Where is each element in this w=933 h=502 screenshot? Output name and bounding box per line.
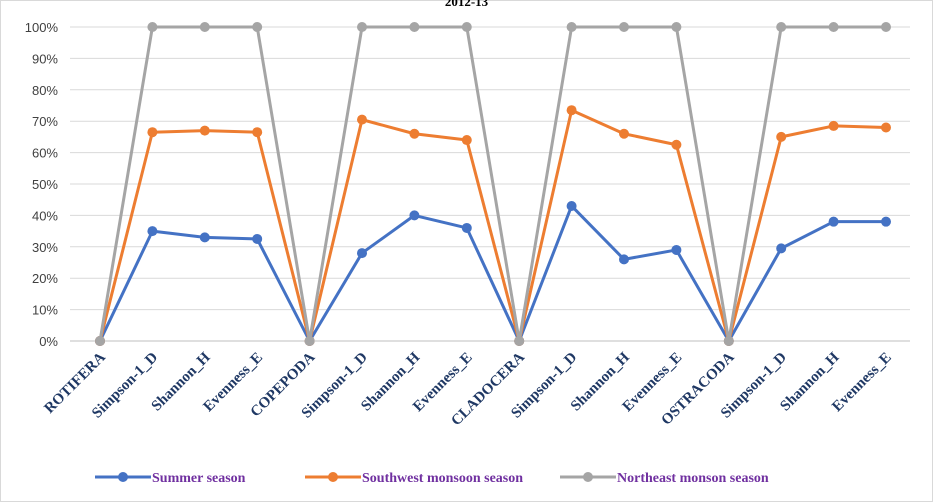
- legend-item: Northeast monson season: [560, 471, 769, 486]
- data-point: [671, 244, 682, 255]
- data-point: [199, 232, 210, 243]
- legend-item: Southwest monsoon season: [305, 471, 523, 486]
- x-axis-ticks: ROTIFERASimpson-1_DShannon_HEvenness_ECO…: [42, 349, 895, 429]
- data-point: [95, 336, 105, 346]
- series-line: [98, 25, 886, 343]
- data-point: [828, 120, 839, 131]
- series-group: [95, 22, 891, 346]
- data-point: [566, 200, 577, 211]
- data-point: [881, 22, 891, 32]
- data-point: [619, 22, 629, 32]
- data-point: [357, 22, 367, 32]
- y-tick-label: 30%: [32, 240, 58, 255]
- series-1: [95, 200, 891, 346]
- data-point: [147, 226, 158, 237]
- data-point: [619, 254, 629, 265]
- series-line: [98, 108, 887, 343]
- y-tick-label: 90%: [32, 51, 58, 66]
- y-tick-label: 40%: [32, 208, 58, 223]
- data-point: [776, 243, 787, 254]
- y-axis-ticks: 0% 10% 20% 30% 40% 50% 60% 70% 80% 90% 100%: [25, 20, 59, 349]
- data-point: [304, 336, 315, 346]
- y-tick-label: 70%: [32, 114, 58, 129]
- data-point: [199, 125, 210, 136]
- y-tick-label: 0%: [39, 334, 58, 349]
- series-3: [95, 22, 891, 346]
- legend-swatch-marker: [583, 472, 593, 482]
- y-tick-label: 50%: [32, 177, 58, 192]
- data-point: [723, 336, 734, 346]
- data-point: [357, 114, 367, 125]
- data-point: [252, 233, 263, 244]
- data-point: [252, 127, 263, 138]
- data-point: [461, 222, 472, 233]
- data-point: [619, 128, 629, 139]
- data-point: [357, 248, 367, 259]
- data-point: [147, 127, 158, 138]
- legend-item: Summer season: [95, 471, 246, 486]
- legend-label: Southwest monsoon season: [362, 471, 523, 486]
- y-tick-label: 100%: [25, 20, 59, 35]
- legend-swatch-marker: [328, 472, 338, 482]
- data-point: [671, 22, 682, 32]
- y-tick-label: 20%: [32, 271, 58, 286]
- data-point: [461, 22, 472, 32]
- data-point: [671, 139, 682, 150]
- y-tick-label: 10%: [32, 303, 58, 318]
- y-tick-label: 80%: [32, 83, 58, 98]
- series-line: [98, 204, 886, 343]
- data-point: [566, 105, 577, 116]
- data-point: [409, 22, 420, 32]
- data-point: [881, 216, 891, 227]
- y-tick-label: 60%: [32, 146, 58, 161]
- legend: Summer season Southwest monsoon season Nor…: [95, 471, 769, 486]
- data-point: [566, 22, 577, 32]
- legend-label: Summer season: [152, 471, 246, 486]
- chart-title: 2012-13: [444, 0, 489, 9]
- legend-swatch-marker: [118, 472, 128, 482]
- data-point: [252, 22, 263, 32]
- data-point: [828, 22, 839, 32]
- legend-label: Northeast monson season: [617, 471, 769, 486]
- data-point: [409, 210, 420, 221]
- data-point: [881, 122, 891, 133]
- data-point: [828, 216, 839, 227]
- data-point: [514, 336, 525, 346]
- data-point: [409, 128, 420, 139]
- data-point: [147, 22, 158, 32]
- data-point: [776, 22, 787, 32]
- data-point: [199, 22, 210, 32]
- data-point: [461, 135, 472, 146]
- data-point: [776, 131, 787, 142]
- gridlines: [70, 26, 910, 342]
